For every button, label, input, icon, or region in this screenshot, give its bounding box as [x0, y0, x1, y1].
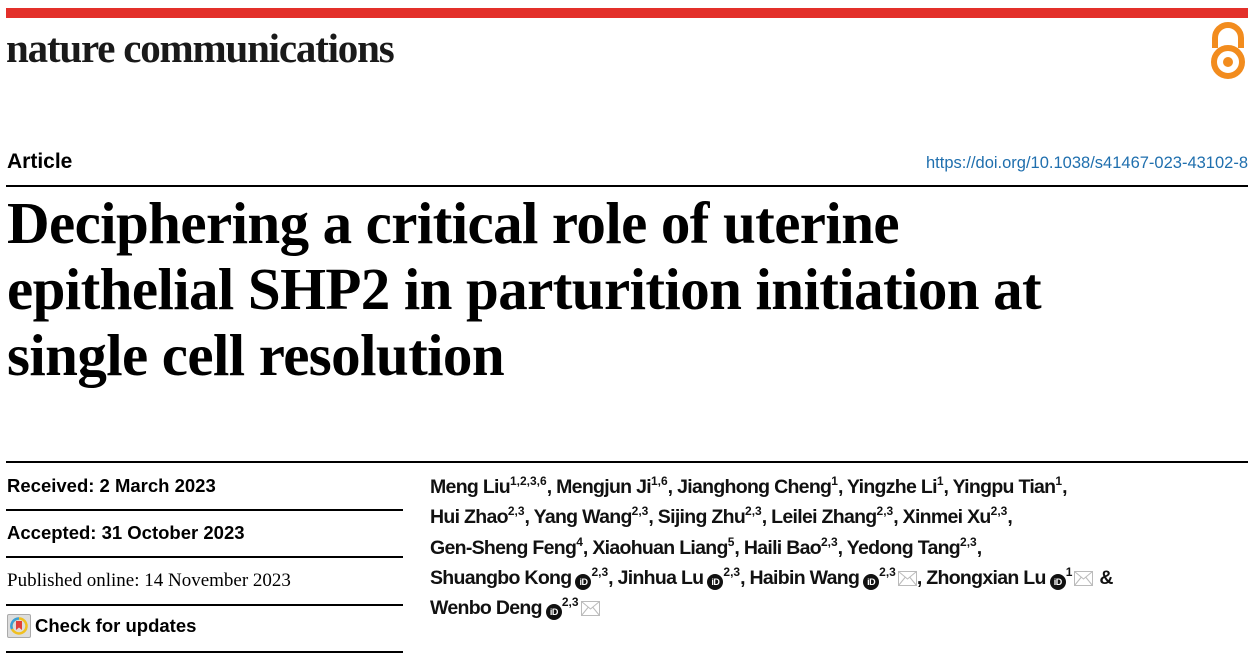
author-line: Gen-Sheng Feng4, Xiaohuan Liang5, Haili …	[430, 534, 982, 559]
author-line: Shuangbo Kong iD2,3, Jinhua Lu iD2,3, Haib…	[430, 564, 1114, 590]
author-name[interactable]: Jinhua Lu	[617, 566, 704, 589]
divider	[6, 185, 1248, 187]
author-name[interactable]: Yang Wang	[533, 506, 633, 529]
divider	[6, 509, 403, 511]
email-icon[interactable]	[897, 565, 917, 586]
accepted-date: Accepted: 31 October 2023	[7, 522, 245, 543]
author-name[interactable]: Mengjun Ji	[556, 476, 652, 498]
affiliation-marker: 2,3	[631, 504, 649, 519]
affiliation-marker: 2,3	[745, 504, 762, 519]
divider	[6, 461, 1248, 463]
journal-accent-bar	[6, 8, 1248, 18]
title-line: Deciphering a critical role of uterine	[7, 190, 900, 256]
affiliation-marker: 1,6	[650, 474, 668, 488]
author-name[interactable]: Haili Bao	[743, 536, 822, 559]
affiliation-marker: 2,3	[990, 504, 1008, 519]
article-title: Deciphering a critical role of uterine e…	[7, 190, 1247, 388]
affiliation-marker: 2,3	[879, 564, 896, 579]
author-name[interactable]: Shuangbo Kong	[430, 566, 572, 589]
author-name[interactable]: Zhongxian Lu	[926, 566, 1046, 589]
author-name[interactable]: Yedong Tang	[846, 536, 961, 559]
published-date: Published online: 14 November 2023	[7, 570, 291, 591]
divider	[6, 651, 403, 653]
author-name[interactable]: Meng Liu	[430, 476, 511, 498]
orcid-icon[interactable]: iD	[1049, 573, 1066, 590]
email-icon[interactable]	[1074, 565, 1094, 586]
author-name[interactable]: Jianghong Cheng	[677, 476, 832, 498]
orcid-icon[interactable]: iD	[545, 604, 562, 621]
affiliation-marker: 2,3	[591, 564, 609, 579]
author-line: Meng Liu1,2,3,6, Mengjun Ji1,6, Jianghon…	[430, 474, 1067, 498]
affiliation-marker: 5	[727, 534, 735, 549]
doi-link[interactable]: https://doi.org/10.1038/s41467-023-43102…	[926, 154, 1248, 172]
affiliation-marker: 1,2,3,6	[509, 474, 547, 488]
author-name[interactable]: Leilei Zhang	[771, 506, 877, 529]
author-line: Hui Zhao2,3, Yang Wang2,3, Sijing Zhu2,3…	[430, 504, 1013, 529]
affiliation-marker: 4	[576, 534, 583, 549]
author-name[interactable]: Wenbo Deng	[430, 597, 543, 620]
affiliation-marker: 2,3	[507, 504, 525, 519]
affiliation-marker: 2,3	[960, 534, 977, 549]
orcid-icon[interactable]: iD	[863, 573, 880, 590]
author-list: Meng Liu1,2,3,6, Mengjun Ji1,6, Jianghon…	[430, 472, 1114, 623]
affiliation-marker: 2,3	[723, 564, 741, 579]
affiliation-marker: 1	[1055, 474, 1063, 488]
divider	[6, 604, 403, 606]
author-name[interactable]: Xiaohuan Liang	[592, 536, 728, 559]
email-icon[interactable]	[580, 595, 600, 617]
check-updates-icon	[7, 614, 31, 638]
orcid-icon[interactable]: iD	[575, 573, 592, 590]
journal-logo[interactable]: nature communications	[6, 25, 395, 71]
divider	[6, 556, 403, 558]
author-name[interactable]: Xinmei Xu	[902, 506, 992, 529]
open-access-lock-icon	[1208, 22, 1248, 82]
author-name[interactable]: Yingzhe Li	[847, 476, 937, 498]
author-name[interactable]: Sijing Zhu	[657, 506, 746, 529]
check-for-updates-button[interactable]: Check for updates	[7, 614, 196, 638]
author-name[interactable]: Hui Zhao	[430, 506, 509, 529]
affiliation-marker: 1	[936, 474, 944, 488]
orcid-icon[interactable]: iD	[707, 573, 724, 590]
title-line: epithelial SHP2 in parturition initiatio…	[7, 256, 1042, 322]
author-name[interactable]: Gen-Sheng Feng	[430, 536, 577, 559]
title-line: single cell resolution	[7, 322, 505, 388]
affiliation-marker: 2,3	[820, 534, 838, 549]
affiliation-marker: 1	[1065, 564, 1073, 579]
check-updates-label: Check for updates	[35, 615, 197, 636]
ampersand: &	[1099, 566, 1113, 589]
received-date: Received: 2 March 2023	[7, 475, 216, 496]
author-name[interactable]: Haibin Wang	[749, 566, 860, 589]
affiliation-marker: 2,3	[876, 504, 894, 519]
author-name[interactable]: Yingpu Tian	[952, 476, 1056, 498]
affiliation-marker: 2,3	[561, 595, 579, 610]
author-line: Wenbo Deng iD2,3	[430, 593, 1113, 623]
article-type: Article	[7, 150, 73, 173]
affiliation-marker: 1	[831, 474, 838, 488]
